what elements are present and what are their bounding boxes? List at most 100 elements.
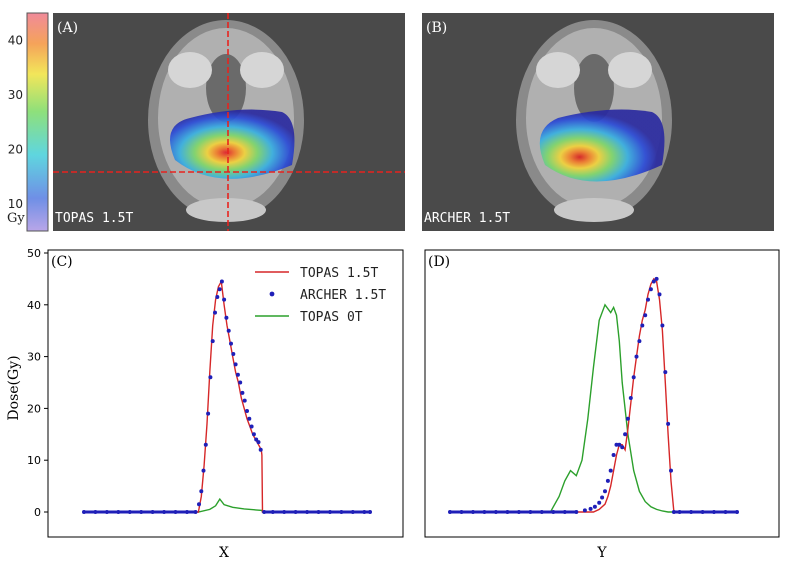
- panel-d-tag: (D): [428, 254, 450, 270]
- series-line-topas-1-5t: [450, 277, 737, 513]
- panel-d-chart: (D) Y: [424, 249, 780, 561]
- data-point: [614, 442, 619, 447]
- legend-label: TOPAS 1.5T: [300, 266, 378, 281]
- panel-a-dose-overlay: [170, 109, 295, 179]
- panel-c-x-label: X: [219, 545, 229, 561]
- data-point: [625, 416, 630, 421]
- panel-c-frame: [47, 249, 404, 538]
- data-point: [611, 453, 616, 457]
- data-point: [588, 506, 593, 511]
- series-points-archer-1-5t: [448, 276, 739, 514]
- panel-b-tag: (B): [426, 20, 447, 36]
- data-point: [646, 297, 650, 302]
- data-point: [631, 375, 636, 380]
- panel-d-frame: [424, 249, 780, 538]
- data-point: [669, 468, 673, 473]
- y-tick-label: 30: [27, 351, 41, 364]
- data-point: [620, 445, 625, 450]
- panel-a: (A) TOPAS 1.5T: [53, 13, 405, 231]
- data-point: [251, 432, 256, 437]
- data-point: [597, 500, 602, 505]
- data-point: [634, 354, 639, 359]
- colorbar: 10 20 30 40 Gy: [7, 12, 49, 232]
- data-point: [229, 341, 233, 346]
- colorbar-tick-label: 10: [8, 197, 23, 211]
- data-point: [254, 437, 259, 442]
- y-tick-label: 20: [27, 402, 41, 415]
- data-point: [238, 380, 243, 385]
- panel-d-series: [448, 276, 739, 514]
- data-point: [643, 313, 648, 318]
- panel-b: (B) ARCHER 1.5T: [422, 13, 774, 231]
- data-point: [208, 375, 213, 380]
- legend-swatch: [269, 291, 275, 297]
- panel-c-series: [82, 279, 372, 514]
- data-point: [199, 489, 204, 494]
- panel-b-dose-overlay: [539, 109, 665, 182]
- data-point: [235, 372, 240, 377]
- colorbar-tick-label: 20: [8, 142, 23, 156]
- data-point: [640, 323, 645, 328]
- series-line-topas-0t: [84, 497, 370, 513]
- data-point: [623, 432, 628, 437]
- data-point: [247, 416, 252, 421]
- data-point: [201, 468, 206, 473]
- data-point: [256, 440, 261, 445]
- data-point: [215, 295, 220, 299]
- legend-label: ARCHER 1.5T: [300, 288, 386, 303]
- colorbar-unit: Gy: [7, 211, 25, 226]
- data-point: [231, 352, 236, 356]
- panel-c-y-axis: 0 10 20 30 40 50: [27, 247, 48, 519]
- data-point: [617, 442, 622, 447]
- series-line-topas-0t: [450, 303, 737, 513]
- data-point: [648, 287, 653, 292]
- data-point: [242, 398, 247, 403]
- y-tick-label: 40: [27, 299, 41, 312]
- panel-c-chart: (C) 0 10 20 30 40 50 Dose(Gy) X TOPAS 1.5T ARC…: [6, 247, 404, 561]
- panel-a-label: TOPAS 1.5T: [55, 211, 133, 226]
- data-point: [657, 292, 662, 297]
- data-point: [210, 339, 215, 344]
- data-point: [600, 495, 605, 500]
- data-point: [222, 297, 227, 302]
- panel-c-legend: TOPAS 1.5T ARCHER 1.5T TOPAS 0T: [255, 266, 386, 325]
- data-point: [582, 508, 587, 513]
- panel-b-ct-slice: [516, 20, 672, 222]
- data-point: [219, 279, 224, 284]
- data-point: [258, 447, 263, 452]
- panel-a-ct-slice: [148, 20, 304, 222]
- data-point: [660, 323, 665, 328]
- data-point: [203, 442, 208, 447]
- panel-c-y-label: Dose(Gy): [6, 355, 22, 420]
- data-point: [197, 502, 201, 507]
- panel-b-label: ARCHER 1.5T: [424, 211, 510, 226]
- data-point: [233, 362, 238, 367]
- data-point: [637, 339, 642, 344]
- y-tick-label: 50: [27, 247, 41, 260]
- legend-label: TOPAS 0T: [300, 310, 363, 325]
- data-point: [249, 424, 254, 429]
- panel-c-tag: (C): [51, 254, 73, 270]
- colorbar-tick-label: 40: [8, 33, 23, 47]
- data-point: [654, 276, 659, 281]
- data-point: [217, 287, 222, 292]
- data-point: [240, 390, 245, 395]
- data-point: [206, 411, 211, 416]
- colorbar-ticks: 10 20 30 40: [8, 33, 23, 211]
- data-point: [224, 315, 229, 320]
- data-point: [603, 489, 607, 494]
- data-point: [666, 421, 671, 426]
- y-tick-label: 10: [27, 454, 41, 467]
- data-point: [245, 409, 249, 413]
- data-point: [605, 478, 610, 483]
- colorbar-gradient: [26, 12, 49, 232]
- data-point: [608, 468, 613, 473]
- data-point: [663, 370, 668, 375]
- series-points-archer-1-5t: [82, 279, 372, 514]
- panel-a-tag: (A): [57, 20, 78, 36]
- data-point: [213, 310, 217, 315]
- panel-d-x-label: Y: [596, 545, 607, 561]
- data-point: [628, 396, 633, 400]
- y-tick-label: 0: [34, 506, 41, 519]
